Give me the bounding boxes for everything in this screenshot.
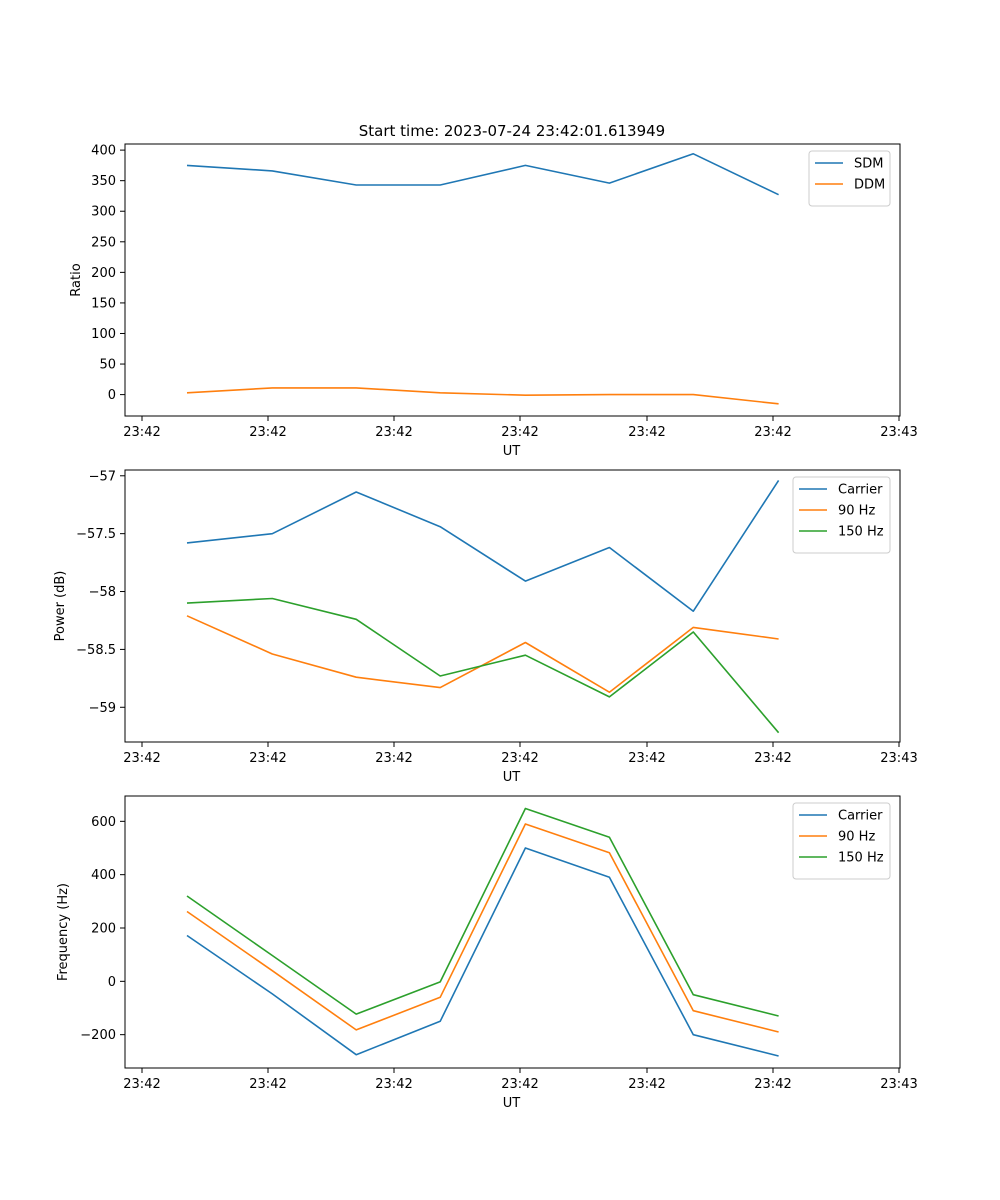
legend-label: 90 Hz (838, 830, 875, 845)
y-tick-label: 200 (91, 266, 116, 281)
x-tick-label: 23:42 (628, 425, 665, 440)
legend: Carrier 90 Hz 150 Hz (792, 802, 891, 880)
x-tick-label: 23:42 (249, 425, 286, 440)
legend-box (808, 150, 891, 207)
y-tick-label: 600 (91, 815, 116, 830)
x-tick-label: 23:42 (375, 1077, 412, 1092)
series-line-ddm (186, 387, 779, 405)
legend-label: Carrier (838, 483, 883, 498)
subplot-1: 23:42 23:42 23:42 23:42 23:42 23:42 23:43 0 50 10… (69, 143, 918, 459)
plots-container: 23:42 23:42 23:42 23:42 23:42 23:42 23:43 0 50 10… (53, 143, 918, 1111)
series-line-90-hz (186, 823, 779, 1033)
legend: SDM DDM (808, 150, 891, 207)
legend-label: 150 Hz (838, 525, 884, 540)
x-tick-label: 23:42 (501, 751, 538, 766)
legend-label: Carrier (838, 809, 883, 824)
x-tick-label: 23:42 (123, 425, 160, 440)
y-tick-label: −57 (89, 469, 116, 484)
y-tick-label: 100 (91, 327, 116, 342)
x-tick-label: 23:42 (375, 751, 412, 766)
x-axis-label: UT (503, 770, 521, 785)
series-line-carrier (186, 479, 780, 613)
axes-frame (124, 469, 901, 743)
series-line-sdm (186, 153, 779, 196)
x-tick-label: 23:42 (501, 1077, 538, 1092)
subplot-2: 23:42 23:42 23:42 23:42 23:42 23:42 23:43 −59 −5… (53, 469, 918, 785)
x-tick-label: 23:42 (754, 751, 791, 766)
x-tick-label: 23:42 (249, 751, 286, 766)
y-tick-label: −58.5 (76, 643, 116, 658)
x-tick-label: 23:43 (880, 1077, 917, 1092)
y-tick-label: −59 (89, 701, 116, 716)
x-tick-label: 23:42 (249, 1077, 286, 1092)
legend-box (792, 802, 891, 880)
y-tick-label: 300 (91, 205, 116, 220)
legend-label: DDM (854, 178, 885, 193)
x-tick-label: 23:42 (501, 425, 538, 440)
axes-frame (124, 143, 901, 417)
legend-label: 150 Hz (838, 851, 884, 866)
x-tick-label: 23:43 (880, 425, 917, 440)
x-tick-label: 23:42 (375, 425, 412, 440)
y-tick-label: 0 (108, 975, 116, 990)
x-axis-label: UT (503, 444, 521, 459)
series-line-carrier (186, 847, 779, 1057)
legend: Carrier 90 Hz 150 Hz (792, 476, 891, 554)
y-tick-label: 150 (91, 296, 116, 311)
y-axis-label: Ratio (69, 263, 84, 296)
axes-frame (124, 795, 901, 1069)
x-tick-label: 23:42 (628, 1077, 665, 1092)
y-tick-label: −200 (80, 1028, 116, 1043)
y-tick-label: −58 (89, 585, 116, 600)
x-tick-label: 23:42 (754, 1077, 791, 1092)
y-axis-label: Power (dB) (53, 571, 68, 642)
x-tick-label: 23:42 (628, 751, 665, 766)
x-tick-label: 23:42 (123, 1077, 160, 1092)
y-axis-label: Frequency (Hz) (56, 883, 71, 981)
y-tick-label: −57.5 (76, 527, 116, 542)
y-tick-label: 350 (91, 174, 116, 189)
y-tick-label: 400 (91, 868, 116, 883)
legend-box (792, 476, 891, 554)
y-tick-label: 250 (91, 235, 116, 250)
x-axis-label: UT (503, 1096, 521, 1111)
y-tick-label: 400 (91, 144, 116, 159)
y-tick-label: 50 (99, 358, 116, 373)
legend-label: SDM (854, 157, 883, 172)
series-line-150-hz (186, 597, 780, 734)
x-tick-label: 23:43 (880, 751, 917, 766)
x-tick-label: 23:42 (754, 425, 791, 440)
y-tick-label: 0 (108, 388, 116, 403)
x-tick-label: 23:42 (123, 751, 160, 766)
chart-title: Start time: 2023-07-24 23:42:01.613949 (359, 122, 665, 140)
y-tick-label: 200 (91, 922, 116, 937)
legend-label: 90 Hz (838, 504, 875, 519)
subplot-3: 23:42 23:42 23:42 23:42 23:42 23:42 23:43 −200 0… (56, 795, 918, 1111)
series-line-150-hz (186, 807, 779, 1017)
